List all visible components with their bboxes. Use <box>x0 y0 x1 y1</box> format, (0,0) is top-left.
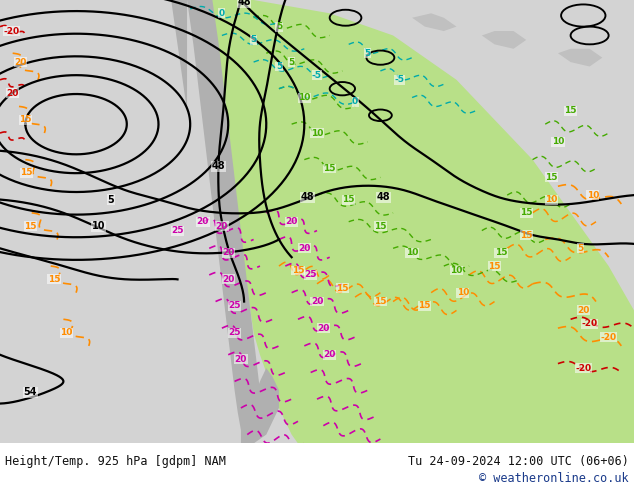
Text: 15: 15 <box>374 221 387 231</box>
Text: 20: 20 <box>323 350 336 359</box>
Text: 15: 15 <box>564 106 577 115</box>
Text: 15: 15 <box>374 297 387 306</box>
Text: 10: 10 <box>91 221 105 231</box>
Text: 48: 48 <box>237 0 251 7</box>
Text: 20: 20 <box>317 324 330 333</box>
Polygon shape <box>482 31 526 49</box>
Text: 20: 20 <box>6 89 19 98</box>
Text: 25: 25 <box>228 328 241 337</box>
Text: 15: 15 <box>24 221 37 231</box>
Polygon shape <box>558 49 602 67</box>
Text: 48: 48 <box>377 193 391 202</box>
Text: 0: 0 <box>219 9 225 18</box>
Text: 0: 0 <box>352 98 358 106</box>
Text: 15: 15 <box>545 173 558 182</box>
Text: 20: 20 <box>14 58 27 67</box>
Text: 15: 15 <box>488 262 501 270</box>
Text: 10: 10 <box>298 93 311 102</box>
Text: 15: 15 <box>48 275 60 284</box>
Polygon shape <box>412 13 456 31</box>
Text: 5: 5 <box>365 49 371 58</box>
Text: 54: 54 <box>23 388 37 397</box>
Text: 5: 5 <box>276 62 282 71</box>
Text: 15: 15 <box>520 230 533 240</box>
Text: 25: 25 <box>304 270 317 279</box>
Text: 15: 15 <box>520 208 533 218</box>
Text: -5: -5 <box>394 75 404 84</box>
Text: 20: 20 <box>235 355 247 364</box>
Text: 10: 10 <box>311 128 323 138</box>
Text: 20: 20 <box>222 275 235 284</box>
Polygon shape <box>200 0 634 443</box>
Text: 15: 15 <box>336 284 349 293</box>
Text: 10: 10 <box>586 191 599 199</box>
Text: -20: -20 <box>600 333 617 342</box>
Text: 10: 10 <box>406 248 418 257</box>
Text: 10: 10 <box>60 328 73 337</box>
Text: Tu 24-09-2024 12:00 UTC (06+06): Tu 24-09-2024 12:00 UTC (06+06) <box>408 455 629 467</box>
Text: 20: 20 <box>311 297 323 306</box>
Text: 20: 20 <box>577 306 590 315</box>
Text: 15: 15 <box>20 169 33 177</box>
Text: 48: 48 <box>301 193 314 202</box>
Text: 15: 15 <box>342 195 355 204</box>
Text: 20: 20 <box>298 244 311 253</box>
Text: 10: 10 <box>552 137 564 147</box>
Text: 20: 20 <box>216 221 228 231</box>
Text: 5: 5 <box>288 58 295 67</box>
Text: Height/Temp. 925 hPa [gdpm] NAM: Height/Temp. 925 hPa [gdpm] NAM <box>5 455 226 467</box>
Text: 10: 10 <box>456 288 469 297</box>
Text: 48: 48 <box>212 161 226 172</box>
Text: -20: -20 <box>581 319 598 328</box>
Text: 20: 20 <box>197 217 209 226</box>
Text: 15: 15 <box>495 248 507 257</box>
Text: 15: 15 <box>292 266 304 275</box>
Text: 20: 20 <box>285 217 298 226</box>
Polygon shape <box>171 0 187 111</box>
Text: 5: 5 <box>108 195 114 204</box>
Text: 25: 25 <box>171 226 184 235</box>
Text: 20: 20 <box>222 248 235 257</box>
Text: 25: 25 <box>228 301 241 311</box>
Text: 5: 5 <box>276 22 282 31</box>
Text: 5: 5 <box>250 35 257 45</box>
Text: -5: -5 <box>312 71 322 80</box>
Polygon shape <box>241 368 279 443</box>
Text: -20: -20 <box>575 364 592 372</box>
Text: 15: 15 <box>19 115 32 124</box>
Text: 15: 15 <box>323 164 336 173</box>
Text: © weatheronline.co.uk: © weatheronline.co.uk <box>479 472 629 485</box>
Text: -20: -20 <box>3 26 20 36</box>
Polygon shape <box>187 0 263 443</box>
Text: 15: 15 <box>418 301 431 311</box>
Text: 10: 10 <box>545 195 558 204</box>
Text: 10: 10 <box>450 266 463 275</box>
Text: 5: 5 <box>577 244 583 253</box>
